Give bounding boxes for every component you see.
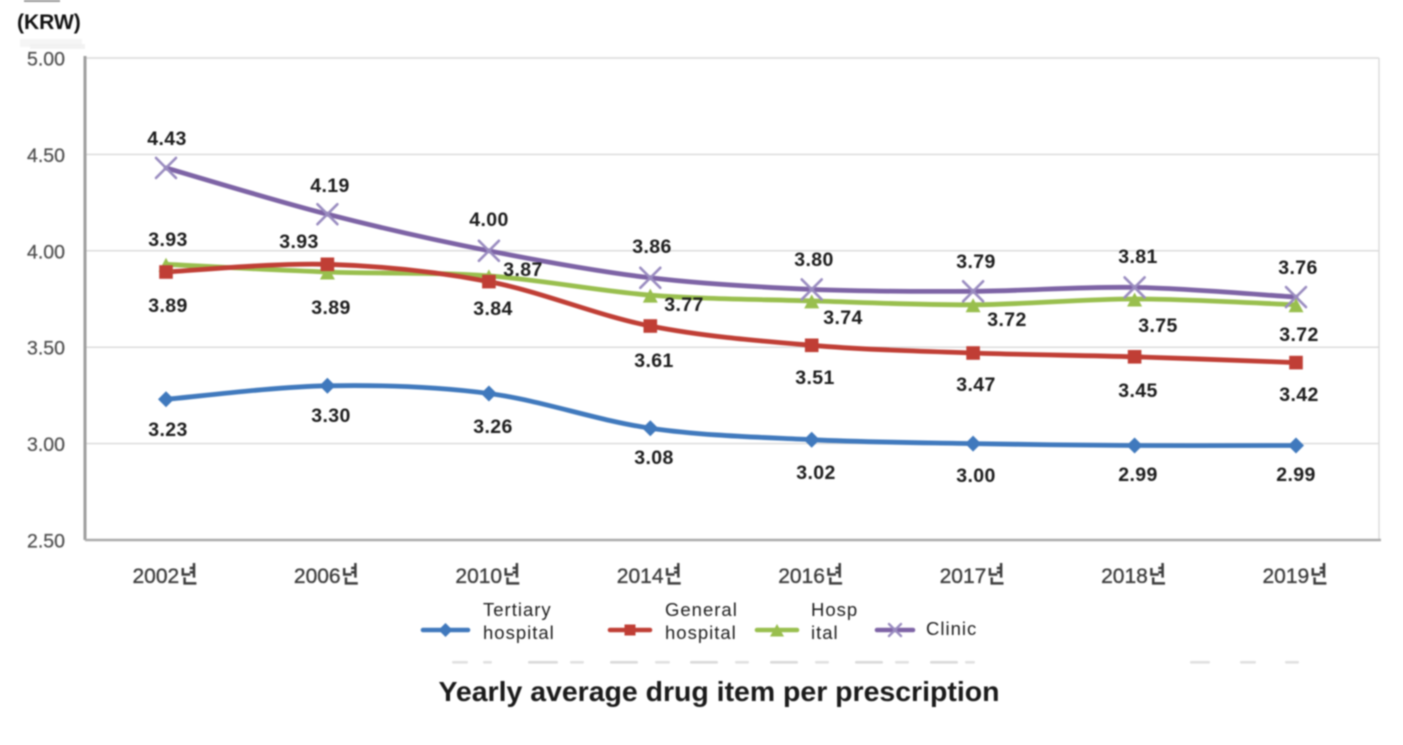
svg-text:3.89: 3.89: [148, 295, 188, 317]
svg-text:3.23: 3.23: [148, 419, 188, 441]
svg-text:3.61: 3.61: [634, 350, 674, 372]
svg-text:3.72: 3.72: [987, 309, 1027, 331]
svg-text:5.00: 5.00: [27, 49, 65, 71]
svg-text:ital: ital: [811, 622, 839, 643]
svg-text:3.87: 3.87: [503, 259, 543, 281]
svg-text:Tertiary: Tertiary: [483, 599, 552, 620]
svg-text:4.19: 4.19: [310, 175, 350, 197]
svg-text:2018: 2018: [1101, 565, 1148, 588]
svg-text:4.50: 4.50: [27, 145, 65, 167]
svg-text:2019: 2019: [1263, 565, 1310, 588]
svg-text:Yearly average drug item per p: Yearly average drug item per prescriptio…: [439, 676, 1000, 707]
svg-text:Hosp: Hosp: [811, 599, 858, 620]
svg-text:3.02: 3.02: [796, 462, 836, 484]
svg-text:4.00: 4.00: [469, 209, 509, 231]
svg-text:2.99: 2.99: [1276, 464, 1316, 486]
svg-text:3.51: 3.51: [795, 367, 835, 389]
svg-text:4.00: 4.00: [27, 241, 65, 263]
svg-text:3.26: 3.26: [473, 416, 513, 438]
svg-text:3.77: 3.77: [664, 294, 704, 316]
svg-text:3.45: 3.45: [1118, 380, 1158, 402]
svg-text:2.50: 2.50: [27, 531, 65, 553]
svg-text:3.84: 3.84: [473, 298, 513, 320]
svg-text:3.72: 3.72: [1279, 324, 1319, 346]
svg-text:4.43: 4.43: [147, 128, 187, 150]
svg-text:3.75: 3.75: [1138, 315, 1178, 337]
svg-text:3.42: 3.42: [1279, 384, 1319, 406]
svg-text:3.93: 3.93: [279, 231, 319, 253]
svg-text:2.99: 2.99: [1118, 464, 1158, 486]
svg-text:Clinic: Clinic: [926, 618, 977, 639]
svg-text:3.86: 3.86: [632, 236, 672, 258]
svg-text:3.81: 3.81: [1118, 246, 1158, 268]
svg-text:3.79: 3.79: [956, 251, 996, 273]
svg-text:3.50: 3.50: [27, 338, 65, 360]
svg-text:2002: 2002: [133, 565, 180, 588]
svg-text:(KRW): (KRW): [17, 11, 81, 34]
svg-text:hospital: hospital: [665, 622, 737, 643]
svg-text:3.00: 3.00: [27, 434, 65, 456]
svg-text:hospital: hospital: [483, 622, 555, 643]
svg-text:General: General: [665, 599, 738, 620]
svg-text:2014: 2014: [617, 565, 664, 588]
svg-text:3.76: 3.76: [1278, 257, 1318, 279]
svg-text:2006: 2006: [294, 565, 341, 588]
svg-text:3.80: 3.80: [794, 249, 834, 271]
svg-text:2010: 2010: [455, 565, 502, 588]
svg-text:3.08: 3.08: [634, 447, 674, 469]
svg-text:2017: 2017: [940, 565, 987, 588]
svg-text:3.30: 3.30: [311, 405, 351, 427]
svg-text:3.00: 3.00: [956, 465, 996, 487]
svg-text:3.74: 3.74: [823, 307, 863, 329]
svg-text:3.93: 3.93: [148, 229, 188, 251]
svg-text:3.89: 3.89: [311, 297, 351, 319]
svg-text:3.47: 3.47: [956, 374, 996, 396]
svg-text:2016: 2016: [778, 565, 825, 588]
